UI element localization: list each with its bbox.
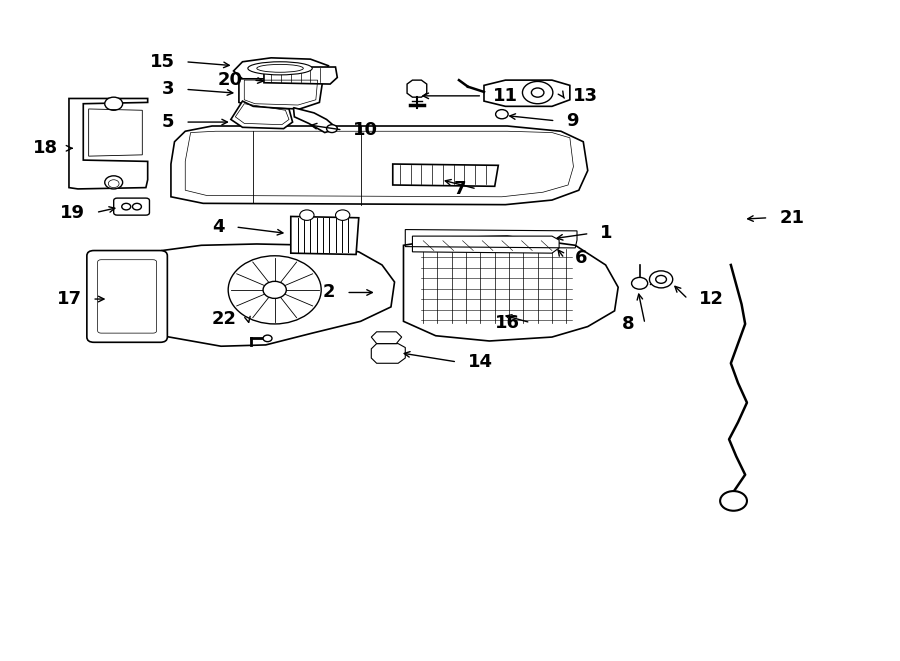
Polygon shape xyxy=(392,164,499,186)
Polygon shape xyxy=(372,344,405,364)
Circle shape xyxy=(531,88,544,97)
Circle shape xyxy=(496,110,508,119)
Text: 14: 14 xyxy=(468,353,493,371)
FancyBboxPatch shape xyxy=(97,260,157,333)
Circle shape xyxy=(650,271,672,288)
Polygon shape xyxy=(372,332,401,344)
Text: 20: 20 xyxy=(218,71,242,89)
Circle shape xyxy=(632,278,648,290)
Polygon shape xyxy=(238,79,323,109)
Text: 9: 9 xyxy=(566,112,579,130)
Ellipse shape xyxy=(248,61,312,75)
Text: 10: 10 xyxy=(354,121,378,139)
Polygon shape xyxy=(162,244,394,346)
Text: 3: 3 xyxy=(162,80,175,98)
Text: 12: 12 xyxy=(698,290,724,308)
Circle shape xyxy=(229,256,321,324)
Text: 16: 16 xyxy=(495,313,520,332)
Ellipse shape xyxy=(256,64,303,72)
Circle shape xyxy=(104,176,122,189)
Circle shape xyxy=(300,210,314,220)
Text: 2: 2 xyxy=(323,284,336,301)
Circle shape xyxy=(336,210,350,220)
Polygon shape xyxy=(484,80,570,106)
Circle shape xyxy=(132,204,141,210)
Text: 1: 1 xyxy=(600,225,613,243)
Text: 21: 21 xyxy=(779,209,805,227)
Text: 13: 13 xyxy=(573,87,598,105)
Polygon shape xyxy=(233,58,328,80)
Text: 22: 22 xyxy=(212,310,237,328)
Circle shape xyxy=(263,282,286,298)
Circle shape xyxy=(327,125,338,133)
Text: 5: 5 xyxy=(162,113,175,131)
Text: 11: 11 xyxy=(493,87,518,105)
Circle shape xyxy=(263,335,272,342)
Polygon shape xyxy=(291,216,359,254)
Text: 17: 17 xyxy=(57,290,82,308)
Text: 15: 15 xyxy=(149,53,175,71)
Polygon shape xyxy=(403,236,618,341)
Polygon shape xyxy=(407,80,427,97)
Text: 18: 18 xyxy=(33,139,58,157)
Polygon shape xyxy=(231,101,292,129)
Circle shape xyxy=(104,97,122,110)
Polygon shape xyxy=(264,67,338,84)
Circle shape xyxy=(720,491,747,511)
Circle shape xyxy=(122,204,130,210)
Polygon shape xyxy=(293,108,338,133)
Text: 4: 4 xyxy=(212,218,225,236)
Text: 19: 19 xyxy=(60,204,86,221)
Polygon shape xyxy=(412,236,559,253)
Text: 8: 8 xyxy=(622,315,634,333)
Circle shape xyxy=(656,276,667,284)
Text: 6: 6 xyxy=(575,249,588,268)
FancyBboxPatch shape xyxy=(113,198,149,215)
Text: 7: 7 xyxy=(454,180,466,198)
Circle shape xyxy=(522,81,553,104)
FancyBboxPatch shape xyxy=(87,251,167,342)
Polygon shape xyxy=(69,98,148,189)
Polygon shape xyxy=(171,126,588,205)
